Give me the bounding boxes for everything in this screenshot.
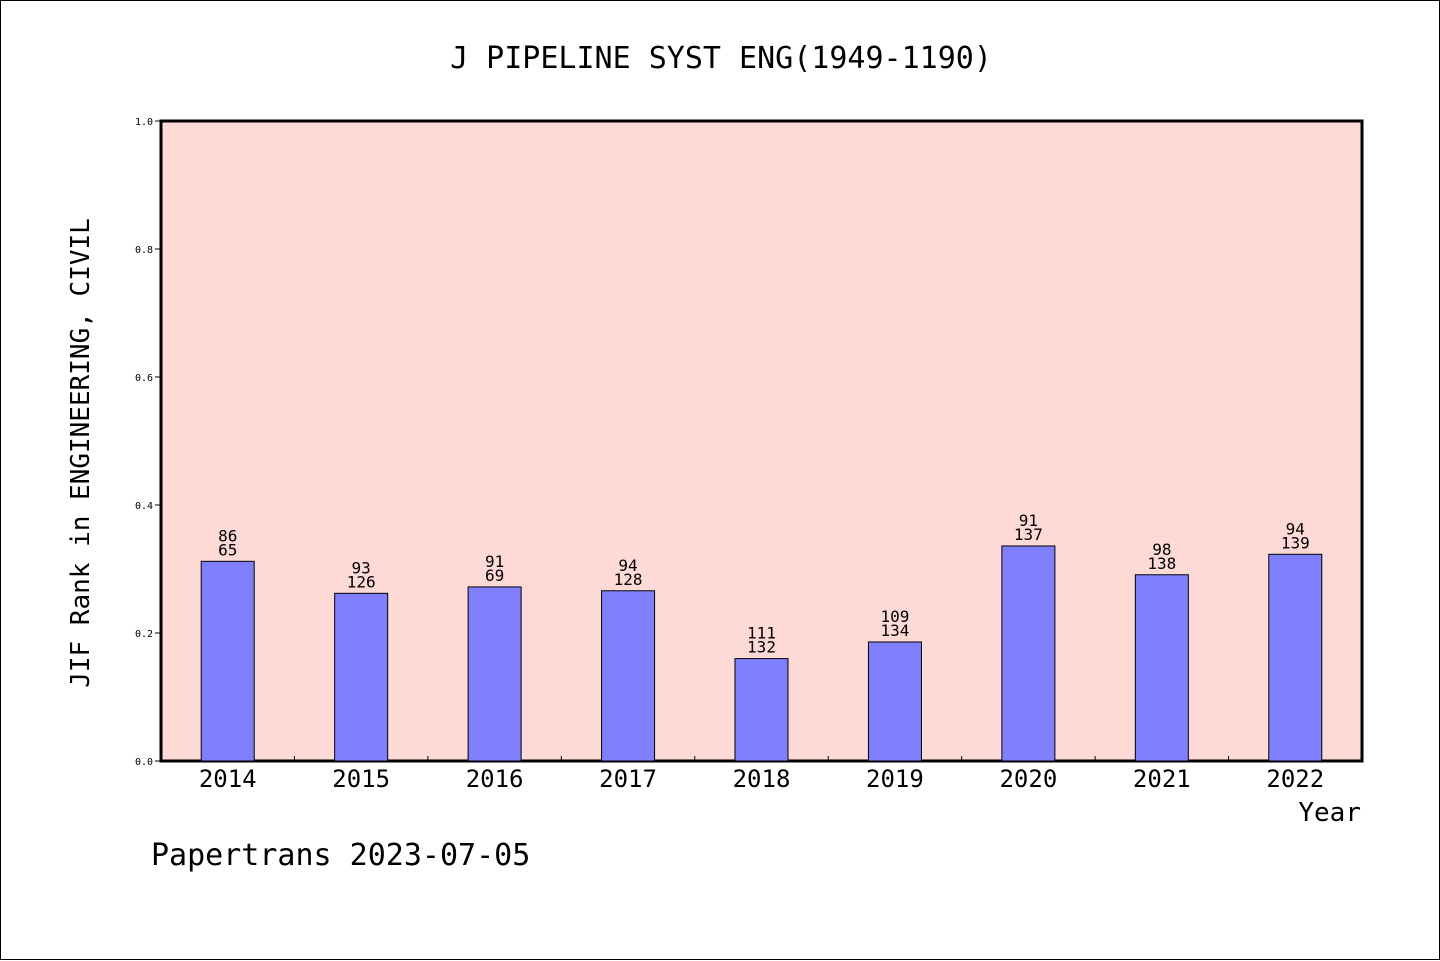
total-label: 126	[347, 572, 376, 591]
bar-2016	[467, 586, 522, 762]
bar-2017	[601, 590, 656, 762]
bar-2019	[867, 641, 922, 762]
x-tick-label: 2017	[599, 765, 657, 793]
total-label: 69	[485, 566, 504, 585]
x-tick-label: 2019	[866, 765, 924, 793]
x-axis: 2014 2015 2016 2017 2018 2019 2020 2021 2022	[199, 756, 1324, 793]
rank-label: 86	[218, 526, 237, 545]
x-tick-label: 2022	[1266, 765, 1324, 793]
total-label: 65	[218, 540, 237, 559]
bar-2015	[334, 592, 389, 762]
rank-label: 109	[880, 607, 909, 626]
y-axis: 0.0 0.2 0.4 0.6 0.8 1.0	[135, 117, 161, 768]
bar-2022	[1268, 553, 1323, 762]
rank-label: 98	[1152, 540, 1171, 559]
total-label: 128	[614, 570, 643, 589]
bar-2018	[734, 658, 789, 762]
total-label: 134	[880, 621, 909, 640]
x-tick-label: 2020	[999, 765, 1057, 793]
rank-label: 91	[1019, 511, 1038, 530]
bar-2014	[200, 560, 255, 762]
rank-label: 91	[485, 552, 504, 571]
y-tick-label: 0.0	[135, 757, 153, 768]
total-label: 138	[1147, 554, 1176, 573]
rank-label: 94	[618, 556, 637, 575]
total-label: 139	[1281, 533, 1310, 552]
total-label: 137	[1014, 525, 1043, 544]
x-tick-label: 2016	[466, 765, 524, 793]
y-tick-label: 0.8	[135, 245, 153, 256]
y-tick-label: 1.0	[135, 117, 153, 128]
rank-label: 94	[1286, 519, 1305, 538]
y-tick-label: 0.6	[135, 373, 153, 384]
rank-label: 111	[747, 624, 776, 643]
x-axis-label: Year	[1298, 798, 1361, 828]
bars-group: 8665931269169941281111321091349113798138…	[200, 511, 1323, 762]
x-tick-label: 2015	[332, 765, 390, 793]
y-tick-label: 0.2	[135, 629, 153, 640]
bar-2020	[1001, 545, 1056, 762]
x-tick-label: 2021	[1133, 765, 1191, 793]
x-tick-label: 2018	[733, 765, 791, 793]
rank-label: 93	[352, 558, 371, 577]
total-label: 132	[747, 638, 776, 657]
x-tick-label: 2014	[199, 765, 257, 793]
bar-2021	[1134, 574, 1189, 762]
y-axis-label: JIF Rank in ENGINEERING, CIVIL	[66, 218, 96, 688]
y-tick-label: 0.4	[135, 501, 153, 512]
chart-title: J PIPELINE SYST ENG(1949-1190)	[450, 41, 992, 76]
footer-credit: Papertrans 2023-07-05	[151, 838, 530, 873]
